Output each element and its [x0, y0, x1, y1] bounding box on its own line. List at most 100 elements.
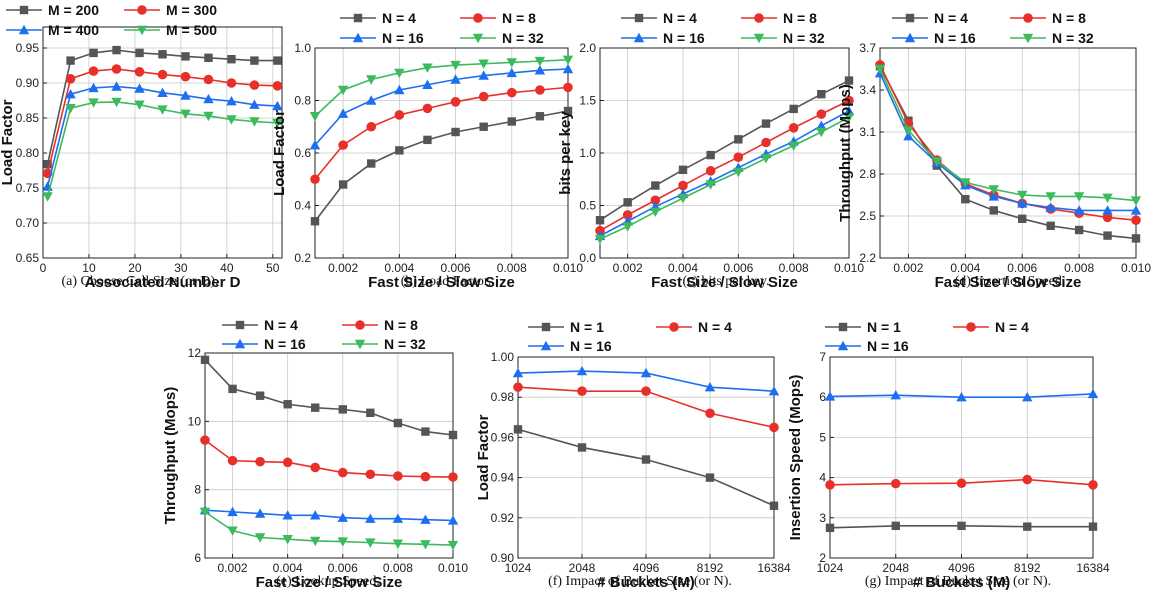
data-point — [479, 122, 488, 131]
data-point — [506, 67, 517, 78]
legend-label: N = 32 — [1052, 30, 1094, 46]
legend: N = 4 N = 8 N = 16 N = 32 — [222, 317, 426, 352]
data-point — [228, 384, 237, 394]
y-tick-label: 3 — [819, 511, 826, 525]
data-point — [1022, 474, 1033, 485]
data-point — [960, 178, 971, 188]
legend-marker — [633, 32, 645, 43]
data-point — [337, 85, 349, 96]
y-tick-label: 0.70 — [16, 216, 40, 230]
data-point — [1102, 193, 1113, 203]
data-point — [563, 106, 573, 116]
legend-label: N = 16 — [867, 338, 909, 354]
chart-f: 0.90 0.92 0.94 0.96 0.98 1.00 1024 2048 4096 8192… — [475, 319, 791, 591]
x-axis-label: # Buckets (M) — [913, 574, 1011, 591]
legend-marker — [353, 13, 363, 23]
series-line — [879, 65, 1137, 240]
data-point — [200, 355, 210, 365]
x-tick-label: 2048 — [882, 561, 909, 575]
data-point — [66, 56, 75, 65]
data-point — [816, 120, 827, 130]
x-tick-label: 40 — [220, 261, 234, 275]
data-point — [1018, 214, 1027, 223]
data-point — [1130, 196, 1142, 206]
data-point — [337, 108, 349, 118]
data-point — [594, 234, 606, 245]
series-n4 — [310, 106, 573, 226]
data-point — [200, 435, 210, 445]
legend-label: N = 16 — [382, 30, 424, 46]
data-point — [677, 193, 689, 204]
data-point — [111, 97, 122, 108]
data-point — [562, 63, 574, 74]
data-point — [622, 210, 633, 220]
x-tick-label: 0.006 — [1007, 261, 1037, 275]
legend-label: N = 16 — [663, 30, 705, 46]
y-tick-label: 0.92 — [491, 511, 515, 525]
legend-label: N = 32 — [502, 30, 544, 46]
data-point — [507, 117, 516, 126]
legend-marker — [541, 322, 551, 332]
data-point — [733, 167, 744, 178]
legend-label: N = 4 — [264, 317, 298, 333]
y-tick-label: 2.8 — [859, 167, 876, 181]
series-n16 — [874, 68, 1142, 215]
legend-item: N = 8 — [460, 10, 536, 26]
data-point — [134, 100, 145, 110]
y-tick-label: 3.1 — [859, 125, 876, 139]
data-point — [1022, 392, 1033, 402]
series-line — [599, 110, 850, 237]
data-point — [338, 180, 348, 189]
data-point — [448, 430, 458, 440]
plot-frame — [204, 352, 454, 559]
data-point — [394, 84, 405, 95]
data-point — [705, 180, 716, 190]
x-tick-label: 0 — [40, 261, 47, 275]
data-point — [181, 52, 190, 61]
data-point — [1017, 198, 1028, 208]
legend-label: N = 16 — [264, 336, 306, 352]
data-point — [65, 104, 76, 114]
data-point — [337, 467, 348, 478]
y-tick-label: 3.7 — [859, 41, 876, 55]
data-point — [988, 185, 999, 195]
data-point — [1073, 205, 1085, 215]
x-tick-label: 8192 — [697, 561, 724, 575]
y-tick-label: 0.95 — [16, 41, 40, 55]
legend-label: M = 200 — [48, 2, 99, 18]
legend-label: N = 32 — [783, 30, 825, 46]
data-point — [422, 103, 433, 114]
legend-item: N = 8 — [741, 10, 817, 26]
data-point — [451, 127, 460, 137]
plot-frame — [829, 356, 1094, 559]
data-point — [506, 58, 517, 68]
data-point — [825, 480, 835, 490]
data-point — [890, 478, 901, 489]
y-tick-label: 2.0 — [579, 41, 596, 55]
legend-marker — [19, 5, 29, 15]
legend-label: N = 8 — [1052, 10, 1086, 26]
y-tick-label: 1.0 — [579, 146, 596, 160]
data-point — [282, 510, 293, 520]
legend-label: M = 400 — [48, 22, 99, 38]
legend-marker — [754, 13, 764, 23]
series-n4 — [825, 474, 1098, 490]
plot-frame — [599, 47, 850, 259]
data-point — [1045, 202, 1056, 212]
data-point — [254, 508, 266, 518]
data-point — [366, 75, 377, 85]
y-tick-label: 8 — [194, 483, 201, 497]
data-point — [249, 80, 260, 90]
data-point — [89, 48, 98, 58]
data-point — [623, 198, 632, 207]
legend: N = 4 N = 8 N = 16 N = 32 — [621, 10, 825, 46]
legend-label: N = 4 — [934, 10, 968, 26]
y-tick-label: 7 — [819, 350, 826, 364]
legend-item: N = 4 — [892, 10, 968, 26]
data-point — [422, 79, 433, 89]
data-point — [562, 55, 574, 66]
legend-label: M = 300 — [166, 2, 217, 18]
series-line — [314, 86, 569, 180]
data-point — [254, 533, 266, 543]
data-point — [890, 389, 901, 400]
